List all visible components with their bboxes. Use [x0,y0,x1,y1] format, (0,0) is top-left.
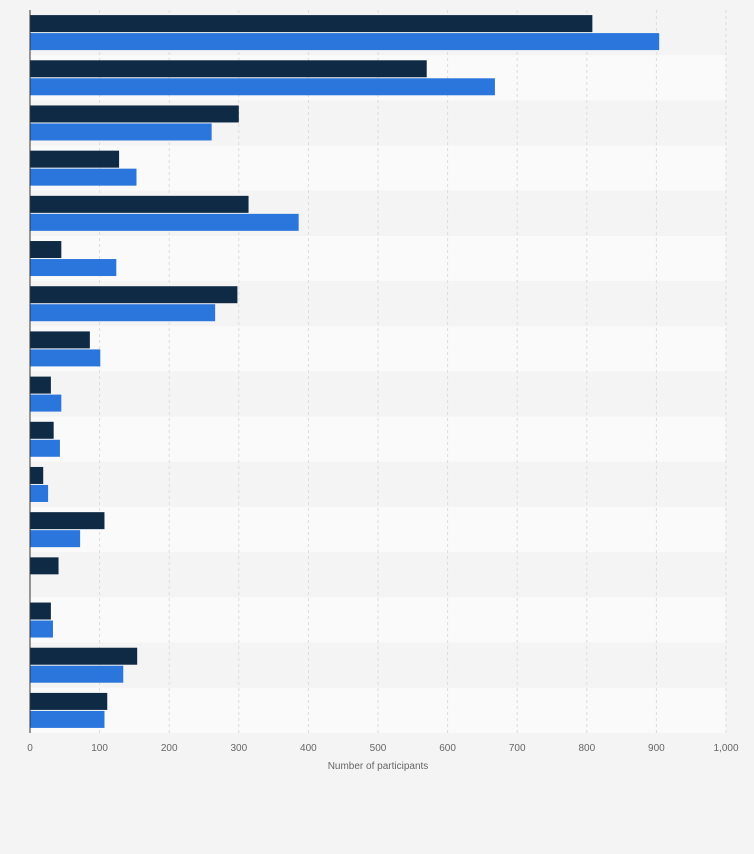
bar-series-2[interactable] [30,394,62,412]
x-tick-label: 900 [648,743,665,754]
x-tick-label: 700 [509,743,526,754]
bar-series-2[interactable] [30,349,101,367]
bar-series-1[interactable] [30,286,238,304]
bar-series-1[interactable] [30,602,51,620]
bar-series-2[interactable] [30,168,137,186]
bar-series-1[interactable] [30,421,54,439]
bar-series-2[interactable] [30,620,53,638]
x-tick-label: 300 [230,743,247,754]
bar-series-2[interactable] [30,530,81,548]
bar-series-2[interactable] [30,665,124,683]
x-tick-label: 1,000 [713,743,738,754]
x-tick-label: 500 [370,743,387,754]
bar-series-2[interactable] [30,123,212,141]
x-tick-labels: 0 100 200 300 400 500 600 700 800 900 1,000 [27,743,739,754]
x-tick-label: 200 [161,743,178,754]
bar-series-2[interactable] [30,710,105,728]
bar-series-2[interactable] [30,304,216,322]
bar-series-1[interactable] [30,15,593,33]
bar-series-1[interactable] [30,512,105,530]
bar-series-2[interactable] [30,78,495,96]
bar-series-1[interactable] [30,647,138,665]
bar-series-1[interactable] [30,241,62,259]
bar-series-1[interactable] [30,376,51,394]
bar-series-1[interactable] [30,105,239,123]
x-tick-label: 600 [439,743,456,754]
bar-series-2[interactable] [30,484,49,502]
bar-series-1[interactable] [30,557,59,575]
x-tick-label: 400 [300,743,317,754]
bar-series-1[interactable] [30,195,249,213]
bar-series-1[interactable] [30,466,44,484]
x-tick-label: 100 [91,743,108,754]
bar-series-2[interactable] [30,33,660,51]
bar-series-1[interactable] [30,692,108,710]
x-axis-title: Number of participants [328,761,429,772]
bar-series-1[interactable] [30,60,427,78]
x-tick-label: 0 [27,743,33,754]
bar-series-2[interactable] [30,259,117,277]
bar-series-1[interactable] [30,331,90,349]
bar-series-2[interactable] [30,439,60,457]
bar-series-2[interactable] [30,213,299,231]
x-tick-label: 800 [578,743,595,754]
bar-series-1[interactable] [30,150,120,168]
bars [30,15,660,728]
